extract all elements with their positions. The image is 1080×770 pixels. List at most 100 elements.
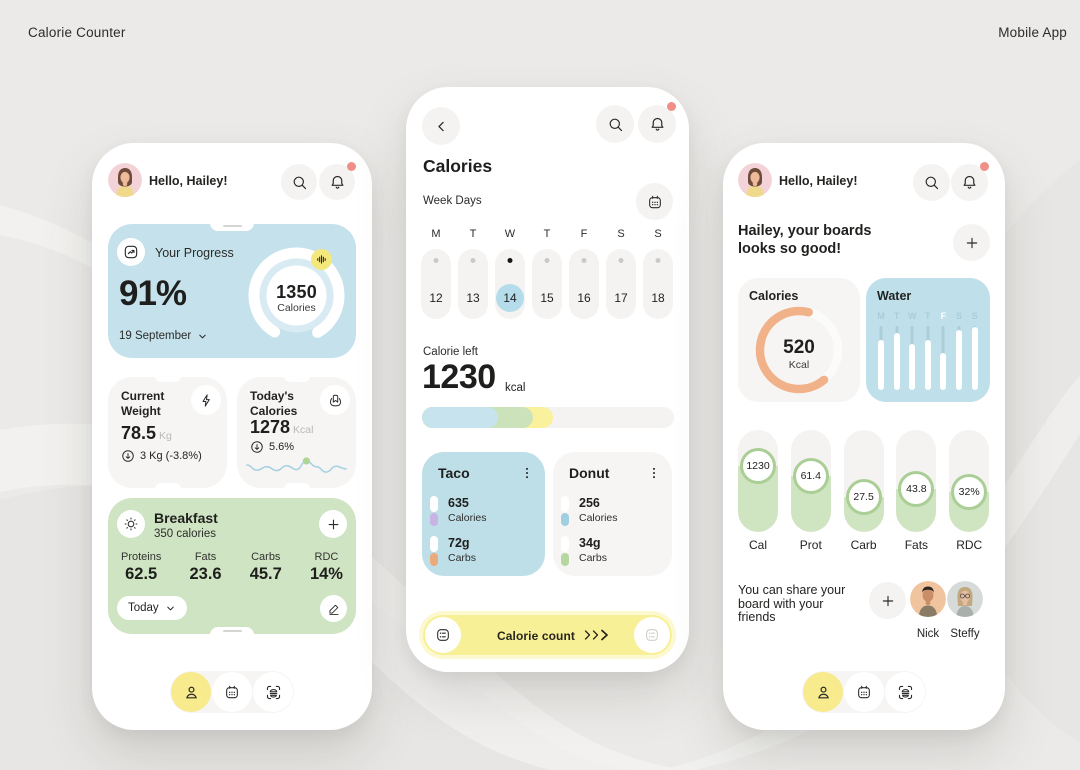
nav-calendar-button[interactable] (212, 672, 252, 712)
add-board-button[interactable] (953, 224, 990, 261)
back-button[interactable] (422, 107, 460, 145)
nutrient-value-badge: 43.8 (898, 471, 935, 507)
food-calories-value: 635 (448, 496, 469, 510)
water-day-letter: T (893, 311, 900, 321)
calories-board-card[interactable]: Calories 520 Kcal (738, 278, 860, 402)
avatar-hailey[interactable] (738, 163, 772, 197)
stat-indicator (561, 496, 569, 526)
meal-icon-badge (320, 385, 350, 415)
plus-icon (966, 237, 977, 248)
macro-item: Fats 23.6 (189, 551, 221, 585)
nav-scan-button[interactable] (253, 672, 293, 712)
food-card-taco[interactable]: Taco 635 Calories 72g Carbs (422, 452, 545, 576)
person-icon (185, 686, 197, 698)
screen-title: Calories (423, 156, 493, 176)
week-day-picker: M 12 T 13 W 14 T 15 F 16 S (421, 228, 674, 319)
search-button[interactable] (596, 105, 634, 143)
macro-label: Carbs (251, 551, 281, 563)
drag-handle (222, 225, 242, 227)
search-button[interactable] (281, 164, 317, 200)
current-weight-card[interactable]: Current Weight 78.5 Kg 3 Kg (-3.8%) (108, 376, 227, 489)
calorie-count-bar[interactable]: Calorie count (423, 615, 672, 655)
today-calories-value: 1278 Kcal (250, 417, 314, 437)
avatar-hailey-image (738, 163, 772, 197)
avatar-hailey[interactable] (108, 163, 142, 197)
week-day-letter: W (504, 228, 516, 240)
search-icon (609, 118, 622, 131)
food-card-donut[interactable]: Donut 256 Calories 34g Carbs (553, 452, 672, 576)
period-selector[interactable]: Today (117, 596, 187, 620)
bottom-navigation (802, 671, 926, 713)
phone-screen-boards: Hello, Hailey! Hailey, your boards looks … (723, 143, 1005, 730)
calendar-button[interactable] (636, 183, 673, 220)
avatar-hailey-image (108, 163, 142, 197)
calorie-ring: 1350 Calories (248, 247, 345, 344)
notifications-button[interactable] (638, 105, 676, 143)
nav-calendar-button[interactable] (844, 672, 884, 712)
card-notch (283, 483, 310, 489)
macro-item: Carbs 45.7 (250, 551, 282, 585)
add-friend-button[interactable] (869, 582, 906, 619)
week-day-dot (470, 258, 476, 263)
water-bar-fill (924, 340, 931, 390)
nutrient-label: Fats (904, 538, 929, 552)
boards-title: Hailey, your boards looks so good! (738, 223, 872, 257)
friend-avatar-nick[interactable] (910, 581, 946, 617)
nav-profile-button[interactable] (171, 672, 211, 712)
nutrient-value-badge: 61.4 (792, 458, 829, 494)
bell-icon (331, 175, 343, 189)
today-calories-card[interactable]: Today's Calories 1278 Kcal 5.6% (237, 376, 356, 489)
calendar-icon (858, 685, 870, 699)
date-selector[interactable]: 19 September (119, 330, 208, 342)
arrow-down-circle-icon (251, 441, 263, 453)
sun-icon (124, 517, 138, 531)
water-bar-fill (940, 353, 947, 390)
week-day-17[interactable]: S 17 (606, 228, 636, 319)
breakfast-card[interactable]: Breakfast 350 calories Proteins 62.5 Fat… (108, 498, 356, 635)
stat-indicator (430, 496, 438, 526)
sound-badge[interactable] (311, 249, 332, 270)
arrow-down-circle-icon (122, 450, 134, 462)
week-day-14[interactable]: W 14 (495, 228, 525, 319)
date-label: 19 September (119, 330, 192, 342)
macro-value: 62.5 (125, 565, 158, 583)
week-day-pill: 12 (421, 249, 451, 319)
nav-scan-button[interactable] (885, 672, 925, 712)
food-menu-button[interactable] (519, 465, 535, 481)
progress-card[interactable]: Your Progress 91% 19 September 1350 Calo… (108, 223, 356, 358)
week-day-16[interactable]: F 16 (569, 228, 599, 319)
food-carbs-value: 34g (579, 536, 601, 550)
nav-profile-button[interactable] (803, 672, 843, 712)
food-carbs-value: 72g (448, 536, 470, 550)
nutrient-label: RDC (956, 538, 983, 552)
week-day-18[interactable]: S 18 (643, 228, 673, 319)
week-day-letter: F (580, 228, 588, 240)
week-day-12[interactable]: M 12 (421, 228, 451, 319)
add-meal-button[interactable] (319, 510, 347, 538)
friend-avatar-steffy[interactable] (947, 581, 983, 617)
week-day-15[interactable]: T 15 (532, 228, 562, 319)
phone-screen-home: Hello, Hailey! Your Progress 91% 19 Sept… (92, 143, 372, 730)
water-board-card[interactable]: Water M T W T F S S (866, 278, 990, 402)
week-day-dot (507, 258, 513, 263)
water-day-letter: S (971, 311, 978, 321)
food-calories-value: 256 (579, 496, 600, 510)
calories-gauge-chart (755, 306, 843, 394)
plus-icon (882, 595, 893, 606)
macro-label: Fats (194, 551, 217, 563)
meal-bag-icon (329, 394, 341, 406)
week-day-13[interactable]: T 13 (458, 228, 488, 319)
edit-meal-button[interactable] (320, 595, 347, 622)
week-day-pill: 17 (606, 249, 636, 319)
ring-unit: Calories (277, 302, 316, 314)
search-button[interactable] (913, 164, 950, 201)
food-menu-button[interactable] (646, 465, 662, 481)
week-day-pill: 16 (569, 249, 599, 319)
calorie-ring-chart (248, 247, 345, 344)
weight-delta-text: 3 Kg (-3.8%) (140, 450, 202, 462)
week-day-letter: T (543, 228, 551, 240)
week-day-letter: S (654, 228, 662, 240)
macro-item: Proteins 62.5 (121, 551, 161, 585)
water-day-column: F (936, 311, 950, 395)
